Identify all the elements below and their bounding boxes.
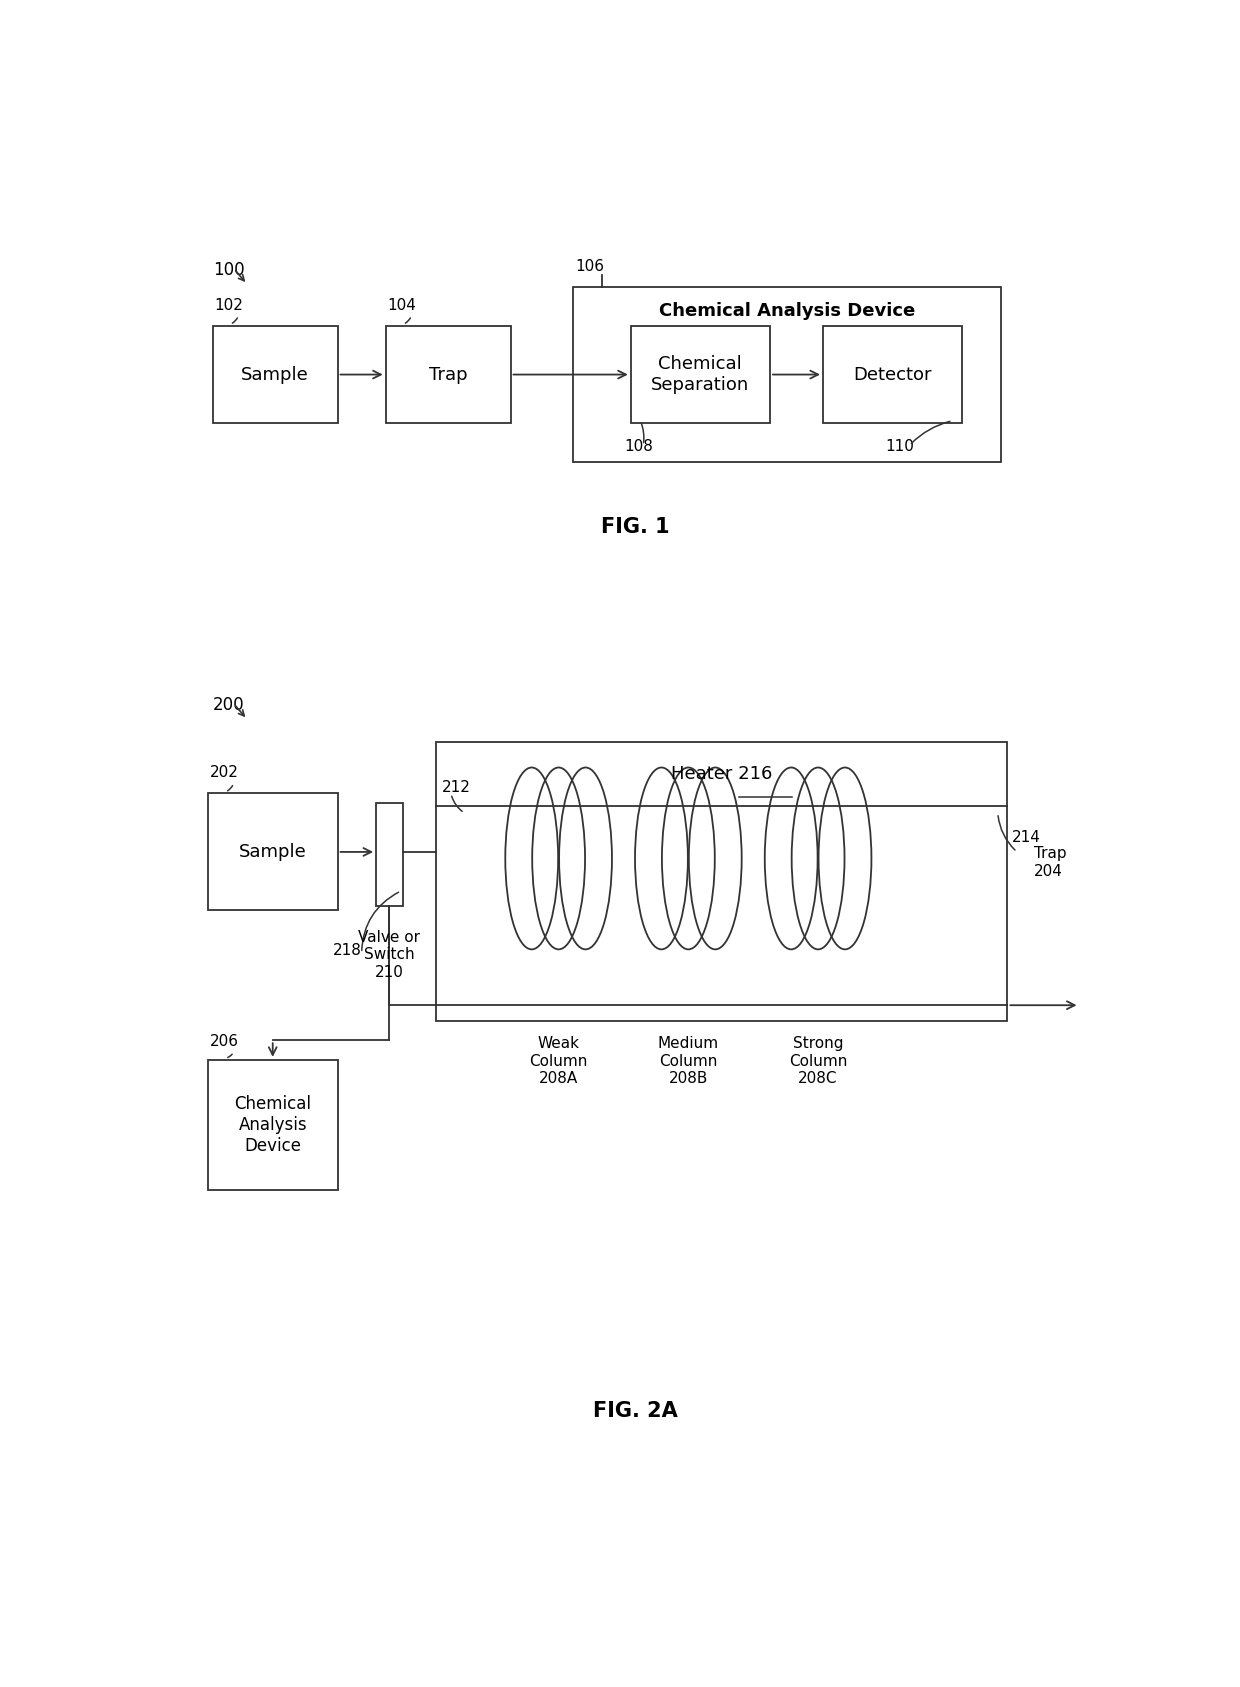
Bar — [573, 287, 1001, 462]
Text: Strong
Column
208C: Strong Column 208C — [789, 1036, 847, 1086]
Text: 104: 104 — [388, 299, 417, 312]
Text: 102: 102 — [215, 299, 243, 312]
Bar — [631, 326, 770, 423]
Text: 110: 110 — [885, 439, 914, 454]
Bar — [376, 803, 403, 906]
Text: Trap: Trap — [429, 366, 467, 383]
Bar — [208, 793, 337, 911]
Text: Chemical
Separation: Chemical Separation — [651, 356, 749, 395]
Text: Valve or
Switch
210: Valve or Switch 210 — [358, 930, 420, 980]
Text: 106: 106 — [575, 258, 604, 273]
Bar — [208, 1059, 337, 1189]
Bar — [435, 742, 1007, 1021]
Text: 214: 214 — [1012, 830, 1042, 845]
Text: Trap
204: Trap 204 — [1034, 847, 1066, 879]
Text: 108: 108 — [624, 439, 652, 454]
Text: Sample: Sample — [242, 366, 309, 383]
Bar — [823, 326, 962, 423]
Text: Weak
Column
208A: Weak Column 208A — [529, 1036, 588, 1086]
Text: Medium
Column
208B: Medium Column 208B — [657, 1036, 719, 1086]
Text: FIG. 1: FIG. 1 — [601, 518, 670, 536]
Text: Chemical Analysis Device: Chemical Analysis Device — [658, 302, 915, 321]
Text: Detector: Detector — [853, 366, 931, 383]
Text: 218: 218 — [332, 943, 362, 958]
Text: Sample: Sample — [239, 844, 306, 860]
Text: Heater 216: Heater 216 — [671, 764, 773, 783]
Text: 212: 212 — [441, 781, 470, 796]
Bar — [213, 326, 337, 423]
Text: FIG. 2A: FIG. 2A — [593, 1400, 678, 1420]
Bar — [386, 326, 511, 423]
Text: 200: 200 — [213, 697, 244, 714]
Text: 202: 202 — [210, 766, 238, 781]
Text: Chemical
Analysis
Device: Chemical Analysis Device — [234, 1095, 311, 1154]
Text: 100: 100 — [213, 261, 244, 278]
Text: 206: 206 — [210, 1034, 239, 1049]
